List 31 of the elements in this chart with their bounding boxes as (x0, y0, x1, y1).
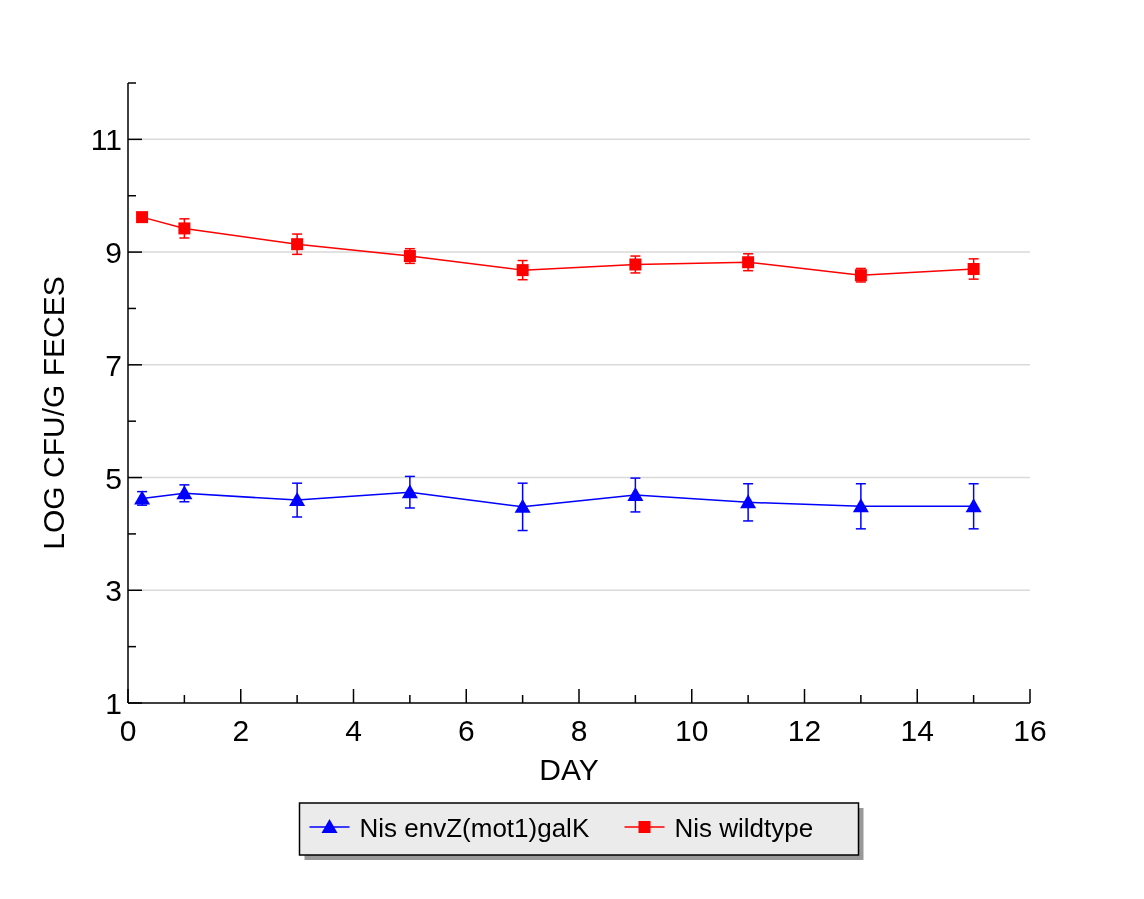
x-tick-label: 12 (787, 714, 822, 747)
y-tick-label: 11 (90, 123, 122, 157)
legend-label: Nis envZ(mot1)galK (359, 813, 590, 843)
x-tick-label: 8 (570, 714, 588, 747)
point (965, 498, 982, 513)
point (740, 494, 757, 509)
point (514, 498, 531, 513)
point (291, 238, 304, 251)
x-tick-label: 2 (232, 714, 250, 747)
point (852, 498, 869, 513)
point (516, 264, 529, 277)
x-tick-label: 6 (457, 714, 475, 747)
point (967, 263, 980, 275)
point (289, 492, 306, 507)
y-tick-label: 5 (105, 461, 122, 495)
x-tick-label: 0 (119, 714, 137, 747)
y-tick-label: 1 (105, 687, 122, 720)
y-tick-label: 9 (105, 236, 122, 270)
legend-label: Nis wildtype (674, 813, 814, 843)
x-tick-label: 10 (675, 714, 709, 747)
y-tick-label: 3 (105, 574, 122, 608)
x-tick-label: 14 (900, 714, 934, 747)
point (627, 487, 644, 502)
y-axis-title: LOG CFU/G FECES (37, 276, 70, 550)
x-axis-title: DAY (539, 753, 599, 786)
x-tick-label: 16 (1013, 714, 1047, 747)
point (401, 484, 418, 499)
y-tick-label: 7 (105, 348, 122, 382)
point (178, 222, 191, 235)
x-tick-label: 4 (345, 714, 362, 747)
point (136, 211, 149, 224)
